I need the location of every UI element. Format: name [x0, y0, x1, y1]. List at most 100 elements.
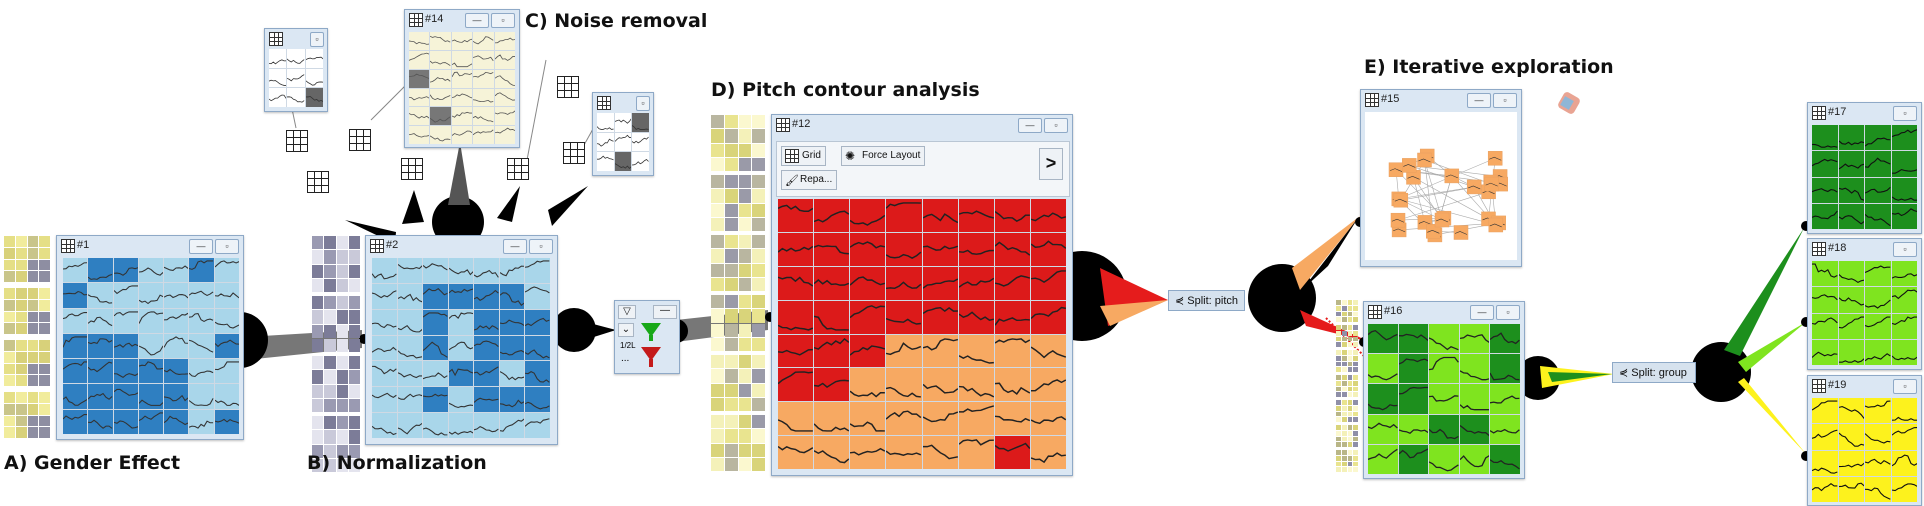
grid-cell[interactable]	[850, 334, 886, 368]
grid-cell[interactable]	[1812, 203, 1838, 229]
grid-cell[interactable]	[1398, 444, 1429, 474]
grid-cell[interactable]	[886, 199, 922, 232]
grid-cell[interactable]	[850, 199, 886, 232]
grid-cell[interactable]	[958, 436, 994, 469]
grid-cell[interactable]	[886, 402, 922, 436]
grid-cell[interactable]	[1812, 151, 1838, 177]
grid-cell[interactable]	[88, 258, 113, 283]
grid-cell[interactable]	[138, 384, 164, 409]
grid-cell[interactable]	[287, 49, 305, 68]
thumbnail[interactable]	[1336, 425, 1358, 447]
grid-cell[interactable]	[1891, 203, 1917, 229]
grid-cell[interactable]	[269, 68, 287, 88]
grid-cell[interactable]	[1865, 125, 1891, 151]
grid-node-icon[interactable]	[401, 158, 423, 180]
window-16[interactable]: #16 — ▫	[1363, 301, 1525, 479]
grid-cell[interactable]	[138, 283, 164, 308]
grid-cell[interactable]	[430, 107, 451, 126]
grid-cell[interactable]	[1490, 414, 1520, 444]
thumbnail[interactable]	[1336, 325, 1358, 347]
grid-cell[interactable]	[473, 50, 494, 69]
grid-cell[interactable]	[632, 132, 649, 152]
grid-cell[interactable]	[474, 361, 499, 387]
grid-cell[interactable]	[113, 283, 138, 308]
grid-cell[interactable]	[113, 258, 138, 283]
grid-node-icon[interactable]	[557, 76, 579, 98]
grid-cell[interactable]	[994, 436, 1030, 469]
grid-cell[interactable]	[886, 368, 922, 402]
grid-cell[interactable]	[88, 384, 113, 409]
grid-cell[interactable]	[372, 283, 397, 309]
thumbnail[interactable]	[1336, 400, 1358, 422]
grid-cell[interactable]	[778, 199, 814, 232]
grid-cell[interactable]	[814, 436, 850, 469]
grid-cell[interactable]	[886, 232, 922, 266]
grid-cell[interactable]	[1459, 324, 1490, 354]
grid-cell[interactable]	[814, 232, 850, 266]
grid-cell[interactable]	[994, 402, 1030, 436]
thumbnail[interactable]	[4, 288, 50, 334]
grid-cell[interactable]	[138, 308, 164, 333]
red-filter-icon[interactable]	[641, 347, 661, 361]
grid-cell[interactable]	[778, 368, 814, 402]
force-layout-button[interactable]: ✺ Force Layout	[841, 146, 926, 166]
window-1[interactable]: #1 — ▫	[56, 235, 244, 440]
grid-cell[interactable]	[1865, 398, 1891, 424]
next-button[interactable]: >	[1039, 148, 1063, 180]
grid-node-icon[interactable]	[307, 171, 329, 193]
grid-cell[interactable]	[499, 361, 525, 387]
grid-cell[interactable]	[88, 409, 113, 434]
grid-cell[interactable]	[1891, 261, 1917, 287]
grid-cell[interactable]	[525, 387, 550, 413]
grid-node-icon[interactable]	[349, 129, 371, 151]
grid-cell[interactable]	[994, 334, 1030, 368]
grid-cell[interactable]	[451, 107, 473, 126]
grid-cell[interactable]	[499, 335, 525, 361]
grid-cell[interactable]	[474, 309, 499, 335]
grid-cell[interactable]	[189, 384, 214, 409]
grid-cell[interactable]	[850, 402, 886, 436]
thumbnail[interactable]	[312, 236, 360, 292]
grid-cell[interactable]	[614, 113, 632, 132]
grid-cell[interactable]	[1865, 287, 1891, 313]
grid-cell[interactable]	[778, 232, 814, 266]
grid-cell[interactable]	[1838, 339, 1864, 365]
grid-cell[interactable]	[63, 333, 88, 359]
grid-cell[interactable]	[922, 300, 958, 334]
grid-cell[interactable]	[189, 283, 214, 308]
grid-cell[interactable]	[451, 69, 473, 88]
grid-cell[interactable]	[451, 88, 473, 107]
grid-node-icon[interactable]	[507, 158, 529, 180]
grid-cell[interactable]	[1812, 287, 1838, 313]
grid-cell[interactable]	[1812, 424, 1838, 450]
grid-cell[interactable]	[1891, 313, 1917, 339]
grid-cell[interactable]	[269, 49, 287, 68]
grid-cell[interactable]	[1812, 125, 1838, 151]
grid-cell[interactable]	[1865, 261, 1891, 287]
grid-cell[interactable]	[958, 232, 994, 266]
grid-cell[interactable]	[63, 384, 88, 409]
grid-cell[interactable]	[814, 402, 850, 436]
grid-cell[interactable]	[1812, 313, 1838, 339]
grid-cell[interactable]	[1838, 287, 1864, 313]
grid-cell[interactable]	[1891, 151, 1917, 177]
grid-cell[interactable]	[397, 387, 423, 413]
grid-cell[interactable]	[1865, 450, 1891, 476]
grid-cell[interactable]	[1459, 384, 1490, 414]
grid-cell[interactable]	[1459, 414, 1490, 444]
grid-cell[interactable]	[1490, 384, 1520, 414]
grid-cell[interactable]	[1812, 261, 1838, 287]
grid-cell[interactable]	[430, 126, 451, 144]
grid-cell[interactable]	[430, 32, 451, 50]
grid-cell[interactable]	[525, 361, 550, 387]
grid-cell[interactable]	[423, 413, 448, 438]
grid-cell[interactable]	[372, 258, 397, 283]
grid-cell[interactable]	[1368, 414, 1398, 444]
grid-cell[interactable]	[423, 283, 448, 309]
grid-cell[interactable]	[1838, 261, 1864, 287]
grid-node-icon[interactable]	[286, 130, 308, 152]
grid-cell[interactable]	[850, 436, 886, 469]
grid-cell[interactable]	[164, 283, 189, 308]
grid-cell[interactable]	[214, 409, 239, 434]
grid-cell[interactable]	[886, 334, 922, 368]
